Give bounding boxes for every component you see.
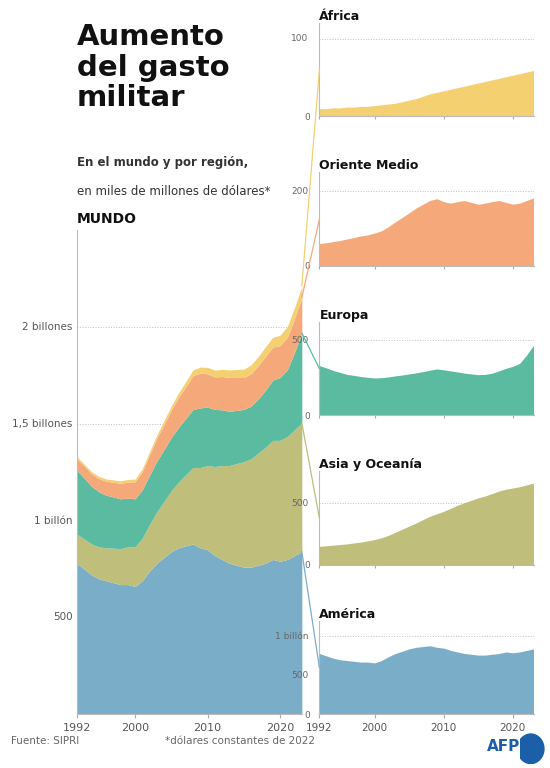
Text: América: América	[320, 607, 377, 621]
Text: AFP: AFP	[487, 739, 520, 754]
Text: en miles de millones de dólares*: en miles de millones de dólares*	[77, 185, 271, 198]
Text: En el mundo y por región,: En el mundo y por región,	[77, 156, 248, 169]
Text: 500: 500	[292, 499, 309, 508]
Text: 500: 500	[53, 612, 73, 623]
Circle shape	[518, 734, 544, 763]
Text: ●: ●	[526, 743, 536, 754]
Text: Europa: Europa	[320, 309, 368, 322]
Text: 1,5 billones: 1,5 billones	[12, 419, 73, 429]
Text: 500: 500	[292, 670, 309, 680]
Text: 500: 500	[292, 336, 309, 345]
Text: MUNDO: MUNDO	[77, 212, 137, 227]
Text: Aumento
del gasto
militar: Aumento del gasto militar	[77, 23, 230, 112]
Text: 1 billón: 1 billón	[275, 632, 309, 641]
Text: Asia y Oceanía: Asia y Oceanía	[320, 458, 422, 472]
Text: África: África	[320, 10, 361, 23]
Text: *dólares constantes de 2022: *dólares constantes de 2022	[165, 737, 315, 746]
Text: 100: 100	[292, 34, 309, 43]
Text: Oriente Medio: Oriente Medio	[320, 160, 419, 173]
Text: 200: 200	[292, 187, 309, 196]
Text: Fuente: SIPRI: Fuente: SIPRI	[11, 737, 79, 746]
Text: 2 billones: 2 billones	[22, 322, 73, 333]
Text: 1 billón: 1 billón	[34, 515, 73, 526]
